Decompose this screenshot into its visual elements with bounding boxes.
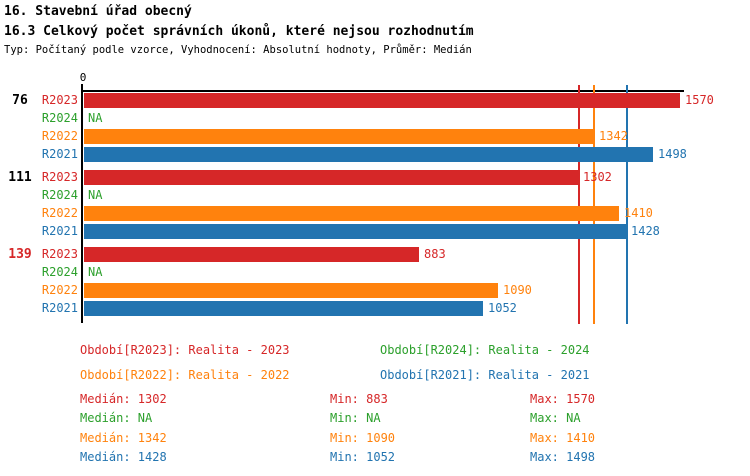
stat-min-r2024: Min: NA [330,411,381,426]
median-line-r2023 [577,85,580,324]
y-axis-line [81,90,83,323]
stat-max-r2022: Max: 1410 [530,430,596,445]
bar-row-label-r2021: R2021 [41,301,78,316]
bar-value-111-r2022: 1410 [624,206,653,221]
page-title: 16. Stavební úřad obecný [4,4,192,19]
bar-139-r2022 [84,283,498,299]
bar-value-111-r2021: 1428 [631,224,660,239]
stat-min-r2023: Min: 883 [330,392,388,406]
x-axis-zero-tick [81,84,83,90]
bar-value-76-r2022: 1342 [599,129,628,144]
bar-111-r2023 [84,170,578,185]
x-axis-line [82,90,684,92]
bar-value-139-r2023: 883 [424,247,446,261]
legend-item-2: Období[R2024]: Realita - 2024 [380,343,590,357]
stat-median-r2023: Medián: 1302 [80,392,167,406]
bar-row-label-r2023: R2023 [41,170,78,184]
stat-max-r2023: Max: 1570 [530,392,596,406]
bar-111-r2021 [84,224,626,240]
stat-median-r2024: Medián: NA [80,411,153,426]
bar-na-value-139-r2024: NA [88,265,103,280]
bar-76-r2022 [84,129,594,145]
bar-row-label-r2021: R2021 [41,224,78,239]
chart-meta-line: Typ: Počítaný podle vzorce, Vyhodnocení:… [4,44,472,56]
stat-max-r2021: Max: 1498 [530,450,596,465]
bar-na-value-76-r2024: NA [88,111,103,126]
stat-median-r2021: Medián: 1428 [80,450,167,465]
legend-item-4: Období[R2021]: Realita - 2021 [380,367,590,382]
chart-title: 16.3 Celkový počet správních úkonů, kter… [4,24,474,39]
bar-value-139-r2021: 1052 [488,301,517,316]
bar-76-r2021 [84,147,653,163]
bar-row-label-r2024: R2024 [41,265,78,280]
bar-na-value-111-r2024: NA [88,188,103,203]
stat-median-r2022: Medián: 1342 [80,430,167,445]
stat-max-r2024: Max: NA [530,411,581,426]
bar-139-r2021 [84,301,483,317]
bar-row-label-r2024: R2024 [41,111,78,126]
bar-139-r2023 [84,247,419,262]
group-label-111: 111 [8,170,32,185]
median-line-r2021 [625,85,628,324]
bar-row-label-r2021: R2021 [41,147,78,162]
bar-value-111-r2023: 1302 [583,170,612,184]
bar-value-76-r2021: 1498 [658,147,687,162]
bar-76-r2023 [84,93,680,108]
bar-111-r2022 [84,206,619,222]
bar-row-label-r2023: R2023 [41,93,78,107]
x-axis-zero-tick-label: 0 [79,71,87,84]
legend-item-3: Období[R2022]: Realita - 2022 [80,367,290,382]
bar-value-139-r2022: 1090 [503,283,532,298]
stat-min-r2022: Min: 1090 [330,430,396,445]
bar-row-label-r2024: R2024 [41,188,78,203]
bar-row-label-r2022: R2022 [41,283,78,298]
bar-row-label-r2023: R2023 [41,247,78,261]
group-label-139: 139 [8,247,32,262]
bar-row-label-r2022: R2022 [41,129,78,144]
median-line-r2022 [593,85,596,324]
bar-row-label-r2022: R2022 [41,206,78,221]
group-label-76: 76 [12,93,28,108]
stat-min-r2021: Min: 1052 [330,450,396,465]
bar-value-76-r2023: 1570 [685,93,714,107]
legend-item-1: Období[R2023]: Realita - 2023 [80,343,290,357]
